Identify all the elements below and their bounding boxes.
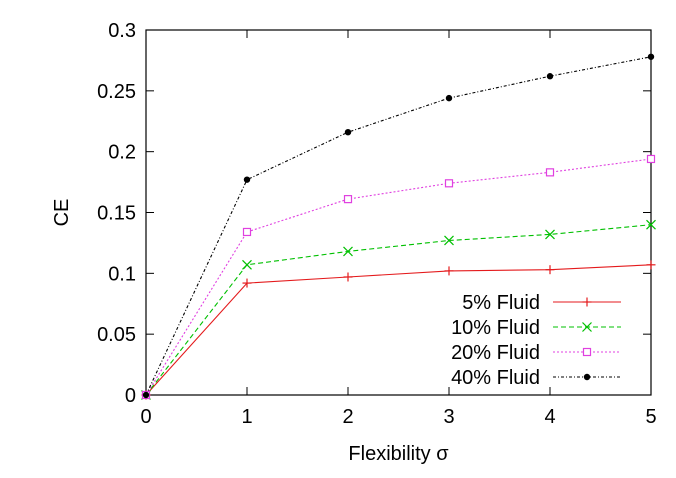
legend: 5% Fluid 10% Fluid 20% Fluid 40% Fluid: [451, 292, 621, 389]
series-group: [141, 154, 656, 400]
y-tick-label: 0.05: [97, 324, 136, 346]
data-point-marker: [444, 179, 454, 188]
data-point-marker: [242, 278, 252, 288]
data-point-marker: [343, 246, 353, 257]
legend-label: 10% Fluid: [451, 317, 540, 339]
data-point-marker: [545, 168, 555, 177]
y-tick-label: 0.25: [97, 81, 136, 103]
data-point-marker: [582, 297, 592, 307]
legend-label: 5% Fluid: [462, 292, 540, 314]
y-tick-label: 0.3: [108, 20, 136, 42]
data-point-marker: [344, 129, 352, 136]
x-tick-label: 1: [241, 406, 252, 428]
y-tick-label: 0.1: [108, 263, 136, 285]
data-point-marker: [242, 227, 252, 237]
data-series: [141, 53, 656, 400]
series-line: [145, 264, 652, 396]
data-point-marker: [445, 94, 453, 102]
legend-entry: 5% Fluid: [462, 292, 621, 314]
series-line: [145, 158, 652, 396]
legend-label: 20% Fluid: [451, 342, 540, 364]
data-point-marker: [582, 347, 592, 357]
data-point-marker: [646, 154, 656, 164]
legend-entry: 20% Fluid: [451, 342, 621, 364]
series-line: [145, 56, 652, 396]
data-point-marker: [583, 373, 591, 381]
data-point-marker: [545, 229, 555, 240]
x-tick-label: 3: [443, 406, 454, 428]
data-point-marker: [444, 266, 454, 276]
data-point-marker: [582, 322, 592, 332]
data-point-marker: [142, 391, 150, 399]
series-group: [141, 219, 656, 400]
axes: 0 1 2 3 4 5 0 0.05 0.1 0.15 0.2 0.25 0.3 Flexibility …: [51, 20, 657, 465]
data-point-marker: [242, 259, 252, 270]
y-tick-label: 0: [125, 385, 136, 407]
x-tick-label: 4: [544, 406, 555, 428]
data-point-marker: [343, 272, 353, 282]
x-tick-label: 2: [342, 406, 353, 428]
legend-label: 40% Fluid: [451, 367, 540, 389]
data-point-marker: [546, 73, 554, 80]
y-axis-label: CE: [51, 199, 73, 227]
series-group: [142, 53, 655, 399]
data-point-marker: [444, 235, 454, 246]
data-point-marker: [243, 176, 251, 183]
data-point-marker: [343, 195, 353, 204]
legend-entry: 40% Fluid: [451, 367, 621, 389]
x-tick-label: 5: [645, 406, 656, 428]
legend-entry: 10% Fluid: [451, 317, 621, 339]
data-point-marker: [545, 265, 555, 275]
data-point-marker: [647, 53, 655, 60]
plot-frame: [145, 29, 652, 396]
data-point-marker: [646, 260, 656, 270]
series-line: [145, 224, 652, 396]
y-tick-label: 0.2: [108, 142, 136, 164]
x-tick-label: 0: [140, 406, 151, 428]
x-axis-label: Flexibility σ: [348, 443, 449, 465]
y-tick-label: 0.15: [97, 203, 136, 225]
data-point-marker: [646, 219, 656, 230]
series-group: [141, 260, 656, 400]
